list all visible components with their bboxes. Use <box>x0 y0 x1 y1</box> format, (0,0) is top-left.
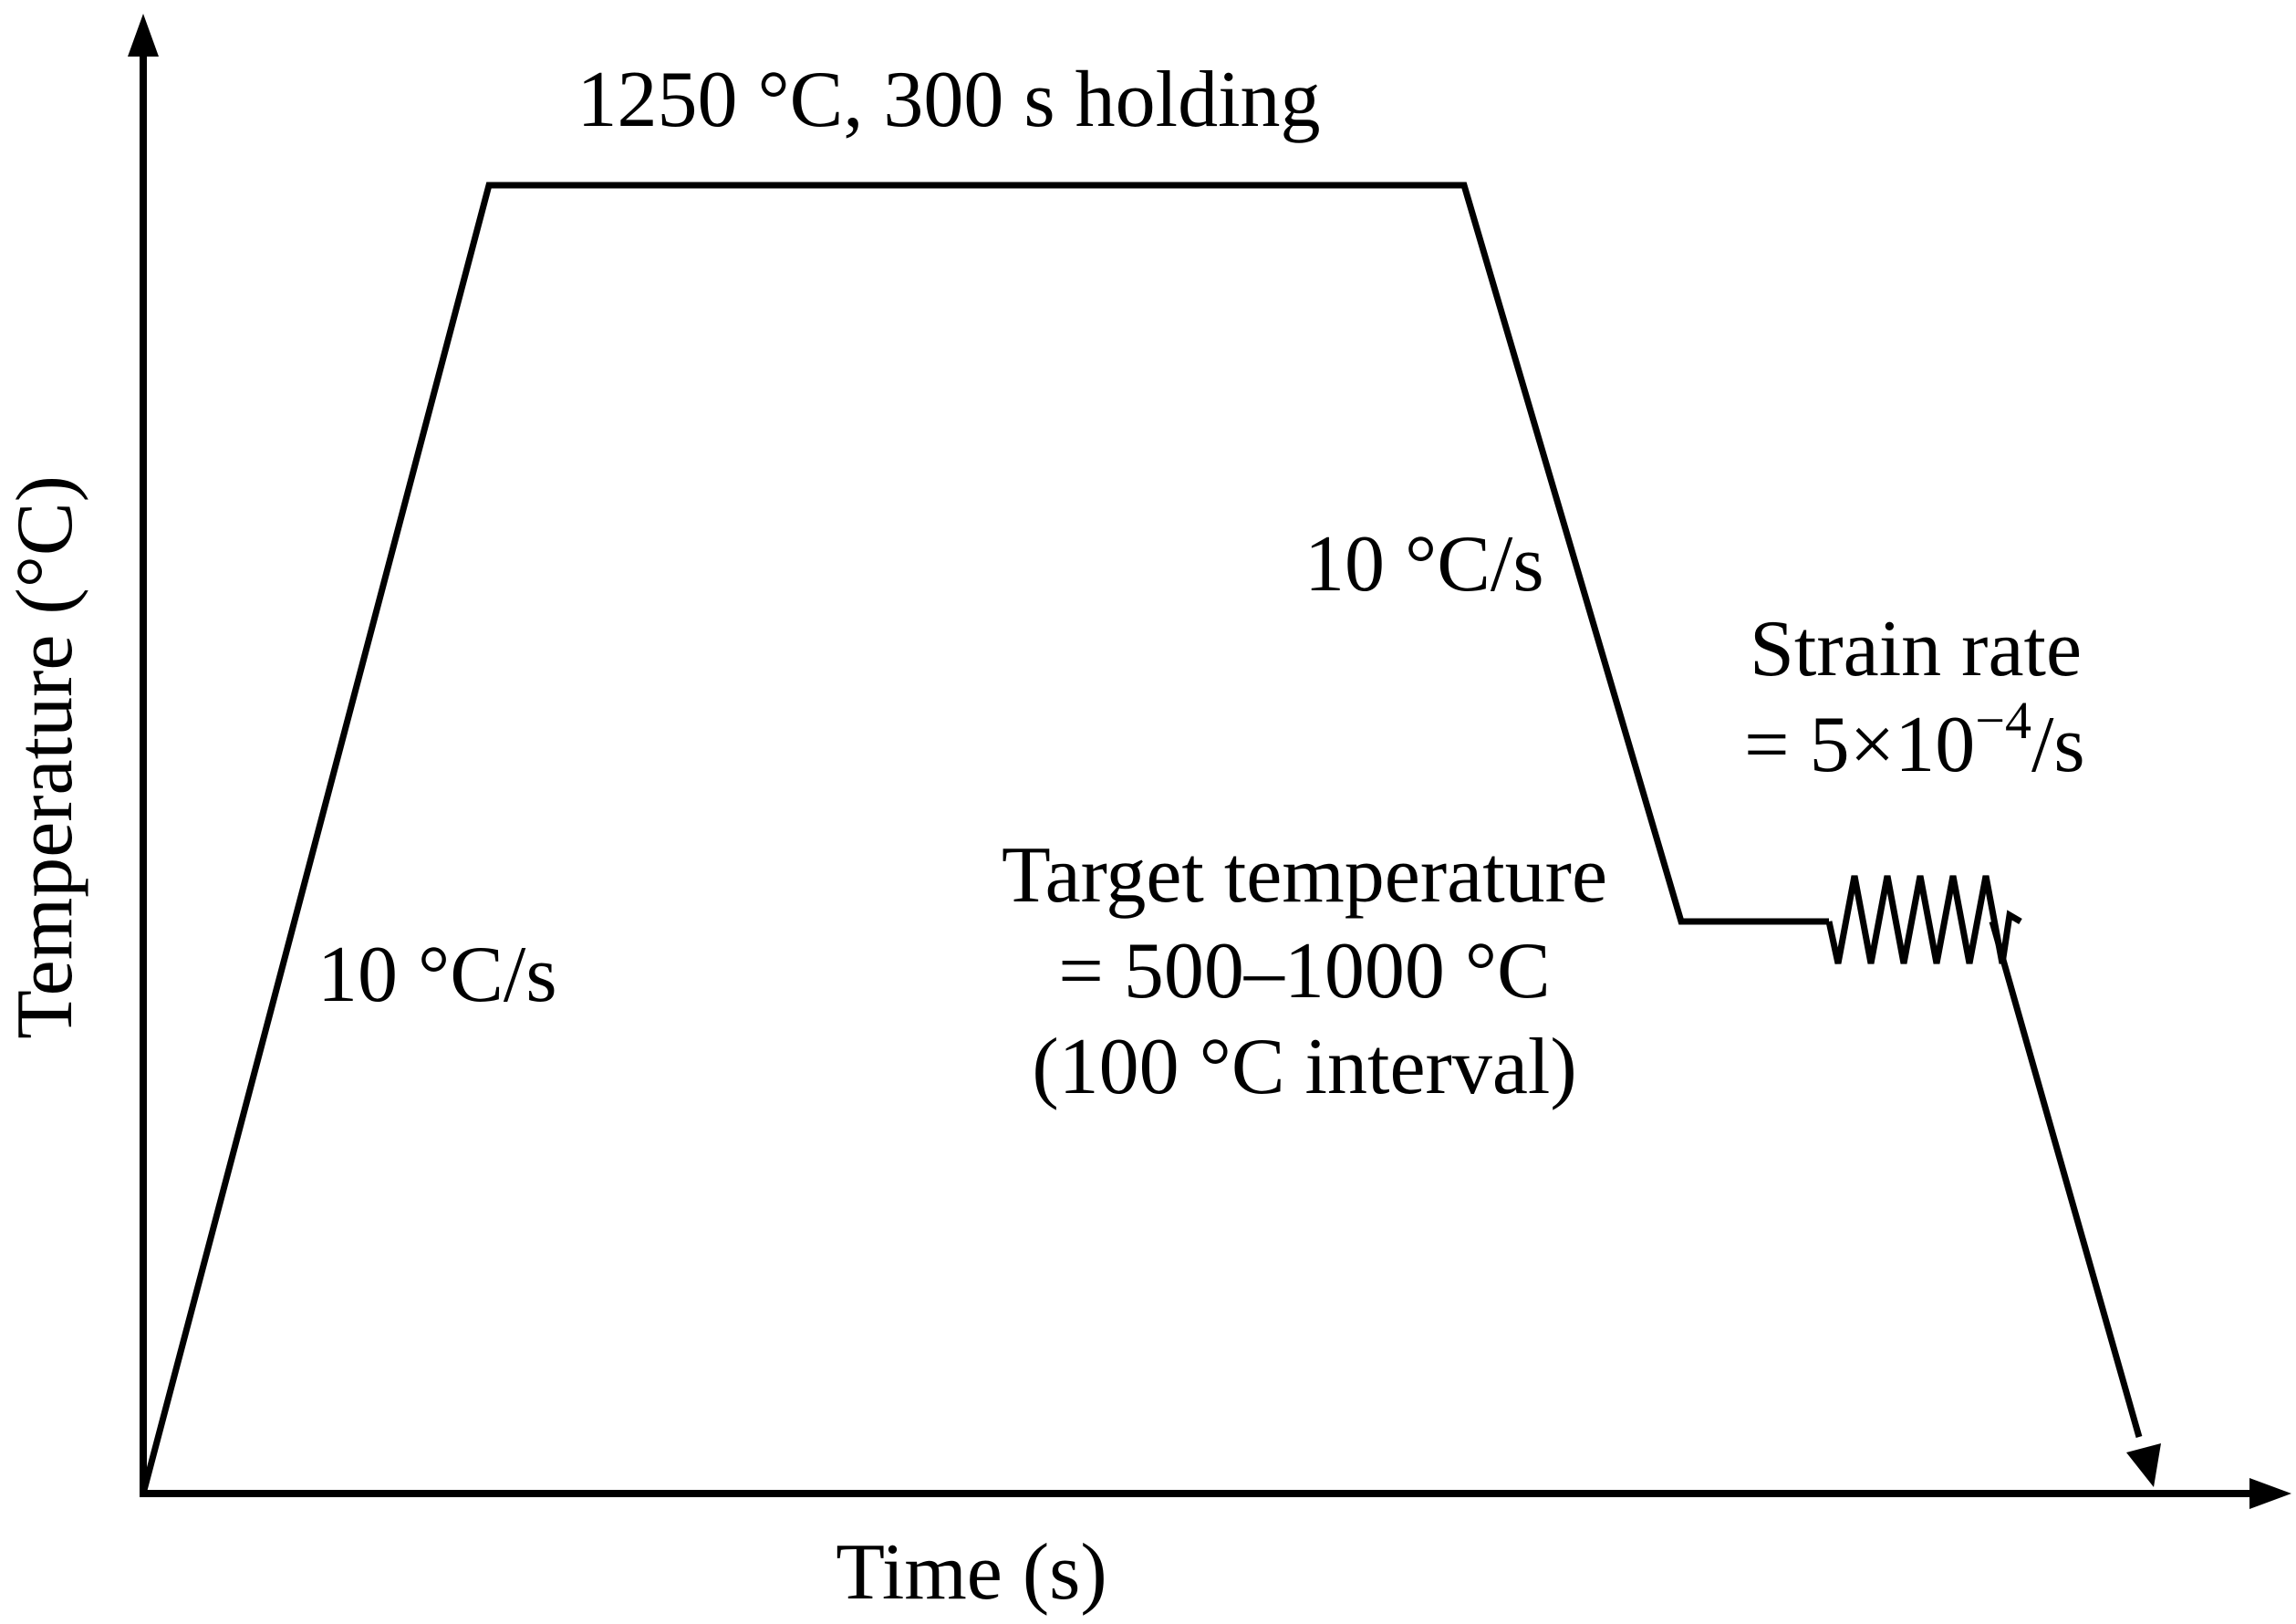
strain-rate-exponent: −4 <box>1975 691 2031 750</box>
cooling-rate-label: 10 °C/s <box>1304 520 1544 609</box>
strain-rate-prefix: = 5×10 <box>1744 701 1975 789</box>
strain-rate-label: Strain rate <box>1750 605 2082 693</box>
x-axis <box>140 1478 2291 1509</box>
target-temperature-range: = 500–1000 °C <box>1058 927 1551 1015</box>
y-axis-arrow-icon <box>128 14 159 57</box>
final-cooling-arrow-icon <box>2126 1443 2161 1487</box>
x-axis-arrow-icon <box>2249 1478 2291 1509</box>
y-axis <box>128 14 159 1496</box>
strain-zigzag <box>1825 875 2022 964</box>
target-temperature-interval: (100 °C interval) <box>1032 1023 1576 1111</box>
temperature-profile-line <box>140 182 1829 1494</box>
final-cooling-line <box>1989 921 2143 1438</box>
holding-label: 1250 °C, 300 s holding <box>577 56 1320 144</box>
x-axis-label: Time (s) <box>836 1528 1106 1617</box>
heating-rate-label: 10 °C/s <box>317 931 557 1019</box>
strain-rate-suffix: /s <box>2031 701 2085 789</box>
strain-rate-value: = 5×10−4/s <box>1744 691 2085 789</box>
target-temperature-label: Target temperature <box>1002 831 1607 920</box>
y-axis-label: Temperature (°C) <box>1 475 89 1039</box>
